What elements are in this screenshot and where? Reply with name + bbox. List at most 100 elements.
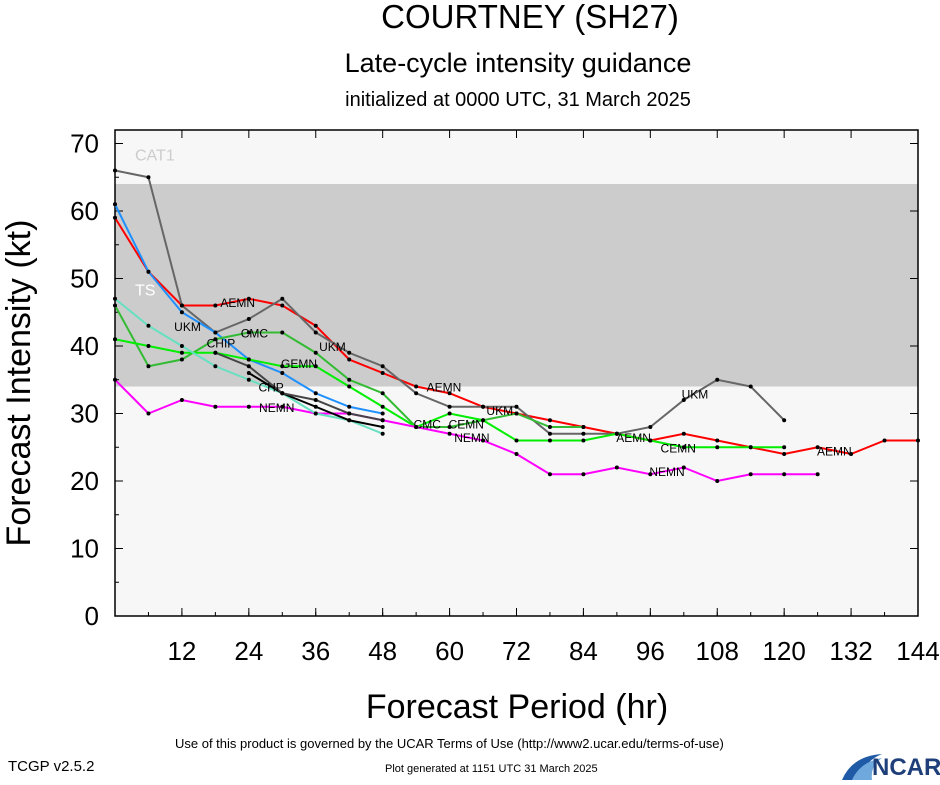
data-point — [447, 431, 452, 436]
data-point — [246, 404, 251, 409]
data-point — [715, 377, 720, 382]
data-point — [581, 472, 586, 477]
data-point — [146, 323, 151, 328]
data-point — [581, 431, 586, 436]
data-point — [246, 330, 251, 335]
data-point — [414, 391, 419, 396]
data-point — [748, 384, 753, 389]
series-line-8 — [215, 351, 383, 422]
data-point — [815, 445, 820, 450]
data-point — [380, 411, 385, 416]
x-tick-label: 36 — [301, 636, 330, 666]
data-point — [514, 404, 519, 409]
terms-of-use: Use of this product is governed by the U… — [175, 736, 724, 751]
series-label: AEMN — [427, 381, 462, 395]
data-point — [715, 445, 720, 450]
series-label: UKM — [682, 387, 709, 401]
series-label: AEMN — [220, 296, 255, 310]
data-point — [246, 377, 251, 382]
data-point — [146, 269, 151, 274]
data-point — [614, 465, 619, 470]
y-tick-label: 10 — [70, 534, 99, 564]
data-point — [481, 404, 486, 409]
data-point — [648, 438, 653, 443]
data-point — [715, 479, 720, 483]
y-tick-label: 20 — [70, 466, 99, 496]
data-point — [380, 391, 385, 396]
data-point — [782, 445, 787, 450]
data-point — [280, 303, 285, 308]
data-point — [213, 350, 218, 355]
data-point — [715, 438, 720, 443]
data-point — [414, 384, 419, 389]
data-point — [313, 364, 318, 369]
data-point — [380, 404, 385, 409]
series-label: AEMN — [616, 431, 651, 445]
data-point — [547, 425, 552, 429]
series-label: GEMN — [281, 357, 317, 371]
data-point — [815, 472, 820, 477]
data-point — [246, 357, 251, 362]
data-point — [246, 371, 251, 375]
data-point — [547, 438, 552, 443]
y-tick-label: 30 — [70, 399, 99, 429]
data-point — [614, 431, 619, 436]
data-point — [113, 202, 117, 207]
data-point — [179, 344, 184, 348]
data-point — [280, 391, 285, 396]
series-label: CMC — [414, 418, 442, 432]
data-point — [113, 168, 117, 173]
data-point — [213, 364, 218, 369]
data-point — [113, 303, 117, 308]
data-point — [916, 438, 920, 443]
data-point — [648, 425, 653, 429]
data-point — [782, 472, 787, 477]
series-label: CHP — [258, 381, 283, 395]
data-point — [380, 364, 385, 369]
data-point — [581, 425, 586, 429]
data-point — [246, 364, 251, 369]
x-tick-label: 96 — [636, 636, 665, 666]
data-point — [681, 465, 686, 470]
x-tick-label: 132 — [829, 636, 872, 666]
data-point — [481, 438, 486, 443]
data-point — [380, 425, 385, 429]
y-tick-label: 40 — [70, 331, 99, 361]
data-point — [313, 398, 318, 402]
x-tick-label: 144 — [896, 636, 939, 666]
y-tick-label: 70 — [70, 129, 99, 159]
data-point — [347, 418, 352, 423]
init-time: initialized at 0000 UTC, 31 March 2025 — [345, 89, 691, 111]
data-point — [213, 404, 218, 409]
data-point — [113, 296, 117, 301]
data-point — [280, 364, 285, 369]
data-point — [380, 418, 385, 423]
data-point — [113, 377, 117, 382]
data-point — [213, 337, 218, 342]
series-label: UKM — [486, 404, 513, 418]
data-point — [414, 425, 419, 429]
band-label-ts: TS — [135, 282, 155, 299]
generated-time: Plot generated at 1151 UTC 31 March 2025 — [385, 763, 598, 775]
x-tick-label: 48 — [368, 636, 397, 666]
band-label-cat1: CAT1 — [135, 147, 175, 164]
series-label: CHIP — [207, 337, 236, 351]
band-ts — [115, 184, 918, 387]
data-point — [782, 418, 787, 423]
data-point — [447, 404, 452, 409]
data-point — [447, 425, 452, 429]
data-point — [849, 452, 854, 456]
data-point — [179, 398, 184, 402]
data-point — [313, 411, 318, 416]
data-point — [313, 350, 318, 355]
data-point — [146, 344, 151, 348]
data-point — [648, 472, 653, 477]
x-tick-label: 108 — [696, 636, 739, 666]
data-point — [246, 317, 251, 321]
data-point — [313, 330, 318, 335]
data-point — [581, 438, 586, 443]
x-axis-label: Forecast Period (hr) — [366, 688, 668, 726]
data-point — [782, 452, 787, 456]
